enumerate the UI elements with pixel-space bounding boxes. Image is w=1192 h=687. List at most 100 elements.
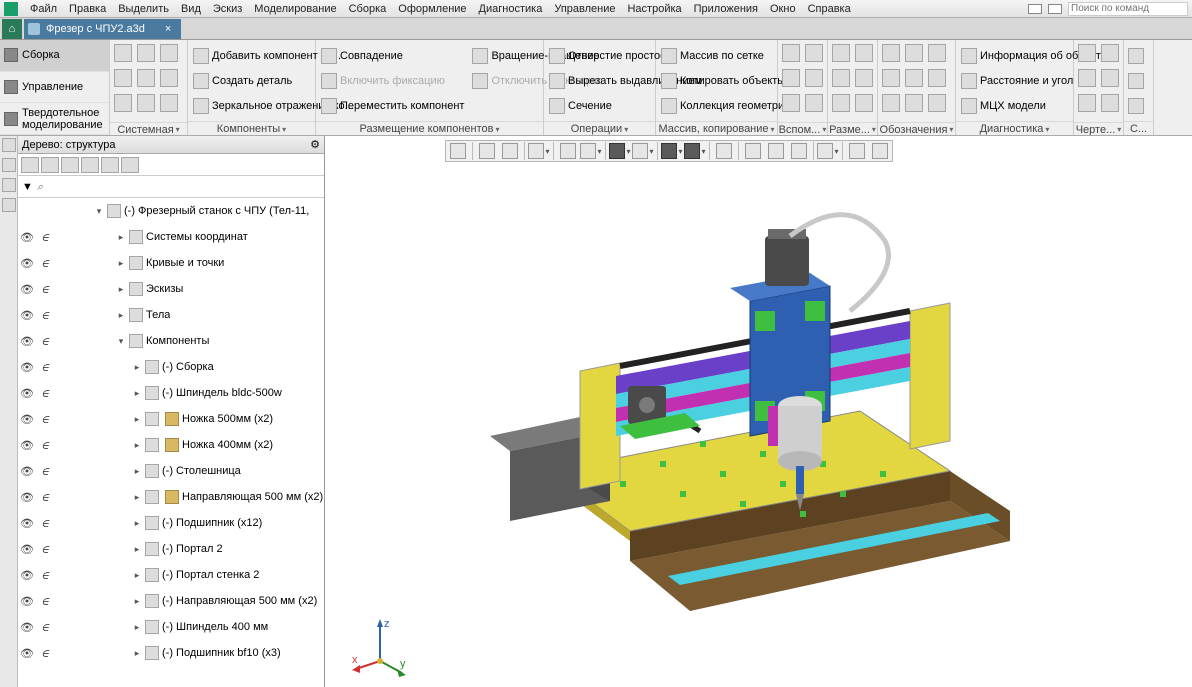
annot-icon-7[interactable]	[882, 94, 900, 112]
document-tab[interactable]: Фрезер с ЧПУ2.a3d ×	[24, 19, 181, 39]
expand-icon[interactable]: ▸	[132, 518, 142, 529]
vp-btn-3[interactable]	[499, 141, 521, 161]
dim-icon-1[interactable]	[832, 44, 850, 62]
vp-btn-17[interactable]	[869, 141, 891, 161]
expand-icon[interactable]: ▸	[132, 648, 142, 659]
expand-icon[interactable]: ▸	[132, 362, 142, 373]
menu-sketch[interactable]: Эскиз	[207, 3, 248, 15]
expand-icon[interactable]: ▸	[132, 596, 142, 607]
include-toggle-icon[interactable]: ∈	[36, 569, 54, 582]
vp-filter-icon[interactable]: ▾	[817, 141, 839, 161]
draw-icon-2[interactable]	[1101, 44, 1119, 62]
annot-icon-3[interactable]	[928, 44, 946, 62]
include-toggle-icon[interactable]: ∈	[36, 517, 54, 530]
last-icon-1[interactable]	[1128, 48, 1144, 64]
vp-btn-10[interactable]: ▾	[684, 141, 706, 161]
new-icon[interactable]	[114, 44, 132, 62]
menu-file[interactable]: Файл	[24, 3, 63, 15]
draw-icon-1[interactable]	[1078, 44, 1096, 62]
menu-manage[interactable]: Управление	[548, 3, 621, 15]
expand-icon[interactable]: ▸	[132, 414, 142, 425]
mode-solid[interactable]: Твердотельное моделирование	[0, 103, 109, 135]
vp-btn-2[interactable]	[476, 141, 498, 161]
visibility-toggle-icon[interactable]: 👁	[18, 361, 36, 374]
draw-icon-6[interactable]	[1101, 94, 1119, 112]
annot-icon-1[interactable]	[882, 44, 900, 62]
close-tab-icon[interactable]: ×	[165, 23, 171, 35]
visibility-toggle-icon[interactable]: 👁	[18, 335, 36, 348]
tree-item[interactable]: 👁∈▸(-) Шпиндель 400 мм	[18, 614, 324, 640]
include-toggle-icon[interactable]: ∈	[36, 309, 54, 322]
window-max-icon[interactable]	[1048, 4, 1062, 14]
open-icon[interactable]	[137, 44, 155, 62]
visibility-toggle-icon[interactable]: 👁	[18, 517, 36, 530]
window-restore-icon[interactable]	[1028, 4, 1042, 14]
expand-icon[interactable]: ▸	[132, 622, 142, 633]
tree-item[interactable]: 👁∈▸(-) Портал стенка 2	[18, 562, 324, 588]
tree-tool-3[interactable]	[61, 157, 79, 173]
strip-icon-1[interactable]	[2, 138, 16, 152]
include-toggle-icon[interactable]: ∈	[36, 283, 54, 296]
home-tab[interactable]: ⌂	[2, 19, 22, 39]
visibility-toggle-icon[interactable]: 👁	[18, 387, 36, 400]
visibility-toggle-icon[interactable]: 👁	[18, 465, 36, 478]
expand-icon[interactable]: ▸	[132, 544, 142, 555]
props-icon[interactable]	[160, 94, 178, 112]
expand-icon[interactable]: ▸	[132, 466, 142, 477]
expand-icon[interactable]: ▾	[116, 336, 126, 347]
draw-icon-5[interactable]	[1078, 94, 1096, 112]
aux-icon-6[interactable]	[805, 94, 823, 112]
vp-btn-5[interactable]	[557, 141, 579, 161]
btn-coincide[interactable]: Совпадение	[318, 44, 467, 68]
menu-window[interactable]: Окно	[764, 3, 802, 15]
menu-help[interactable]: Справка	[802, 3, 857, 15]
paste-icon[interactable]	[137, 94, 155, 112]
vp-btn-8[interactable]: ▾	[632, 141, 654, 161]
include-toggle-icon[interactable]: ∈	[36, 595, 54, 608]
vp-btn-13[interactable]	[765, 141, 787, 161]
tree-item[interactable]: 👁∈▾Компоненты	[18, 328, 324, 354]
tree-item[interactable]: 👁∈▸Тела	[18, 302, 324, 328]
visibility-toggle-icon[interactable]: 👁	[18, 621, 36, 634]
save-icon[interactable]	[160, 44, 178, 62]
aux-icon-4[interactable]	[805, 69, 823, 87]
tree-tool-6[interactable]	[121, 157, 139, 173]
draw-icon-3[interactable]	[1078, 69, 1096, 87]
expand-icon[interactable]: ▸	[116, 310, 126, 321]
vp-shade-icon[interactable]: ▾	[609, 141, 631, 161]
visibility-toggle-icon[interactable]: 👁	[18, 309, 36, 322]
vp-btn-14[interactable]	[788, 141, 810, 161]
vp-btn-11[interactable]	[713, 141, 735, 161]
include-toggle-icon[interactable]: ∈	[36, 439, 54, 452]
last-icon-3[interactable]	[1128, 98, 1144, 114]
visibility-toggle-icon[interactable]: 👁	[18, 595, 36, 608]
draw-icon-4[interactable]	[1101, 69, 1119, 87]
include-toggle-icon[interactable]: ∈	[36, 231, 54, 244]
tree-item[interactable]: 👁∈▸Кривые и точки	[18, 250, 324, 276]
tree-tool-1[interactable]	[21, 157, 39, 173]
tree-item[interactable]: 👁∈▸Системы координат	[18, 224, 324, 250]
menu-view[interactable]: Вид	[175, 3, 207, 15]
include-toggle-icon[interactable]: ∈	[36, 387, 54, 400]
tree-tool-2[interactable]	[41, 157, 59, 173]
include-toggle-icon[interactable]: ∈	[36, 335, 54, 348]
include-toggle-icon[interactable]: ∈	[36, 621, 54, 634]
visibility-toggle-icon[interactable]: 👁	[18, 647, 36, 660]
menu-apps[interactable]: Приложения	[688, 3, 764, 15]
include-toggle-icon[interactable]: ∈	[36, 257, 54, 270]
annot-icon-6[interactable]	[928, 69, 946, 87]
menu-modeling[interactable]: Моделирование	[248, 3, 342, 15]
vp-btn-6[interactable]: ▾	[580, 141, 602, 161]
visibility-toggle-icon[interactable]: 👁	[18, 257, 36, 270]
menu-drafting[interactable]: Оформление	[392, 3, 472, 15]
expand-icon[interactable]: ▸	[116, 258, 126, 269]
tree-filter-input[interactable]	[37, 179, 320, 195]
dim-icon-6[interactable]	[855, 94, 873, 112]
strip-icon-3[interactable]	[2, 178, 16, 192]
tree-item[interactable]: 👁∈▸(-) Столешница	[18, 458, 324, 484]
visibility-toggle-icon[interactable]: 👁	[18, 569, 36, 582]
aux-icon-1[interactable]	[782, 44, 800, 62]
include-toggle-icon[interactable]: ∈	[36, 647, 54, 660]
expand-icon[interactable]: ▸	[132, 440, 142, 451]
expand-icon[interactable]: ▸	[116, 284, 126, 295]
